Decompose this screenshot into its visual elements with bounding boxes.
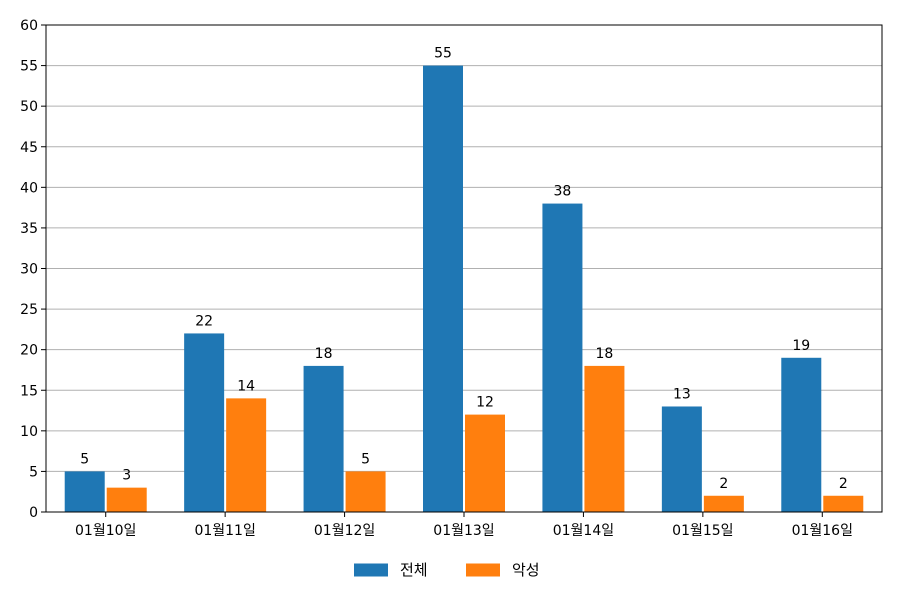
bar-total — [303, 365, 344, 512]
data-label: 38 — [554, 184, 572, 200]
x-tick-label: 01월13일 — [433, 523, 494, 539]
legend-swatch-malicious — [466, 563, 500, 577]
data-label: 2 — [719, 476, 728, 492]
y-tick-label: 60 — [20, 18, 38, 34]
x-tick-label: 01월12일 — [314, 523, 375, 539]
legend-swatch-total — [354, 563, 388, 577]
y-axis: 0 5 10 15 20 25 30 35 40 45 50 55 60 — [20, 18, 46, 521]
data-label: 13 — [673, 386, 691, 402]
bar-malicious — [345, 471, 386, 512]
bar-total — [661, 406, 702, 512]
legend-label: 악성 — [512, 561, 540, 579]
data-label: 55 — [434, 46, 452, 62]
y-tick-label: 30 — [20, 262, 38, 278]
data-label: 14 — [237, 378, 255, 394]
y-tick-label: 15 — [20, 383, 38, 399]
bar-malicious — [106, 487, 147, 512]
y-tick-label: 10 — [20, 424, 38, 440]
data-label: 5 — [80, 451, 89, 467]
x-tick-label: 01월16일 — [792, 523, 853, 539]
data-label: 3 — [122, 468, 131, 484]
bar-malicious — [226, 398, 267, 512]
data-label: 18 — [315, 346, 333, 362]
data-label: 12 — [476, 395, 494, 411]
bar-total — [781, 357, 822, 512]
x-axis: 01월10일 01월11일 01월12일 01월13일 01월14일 01월15일 01월1… — [75, 512, 853, 539]
bar-total — [423, 65, 463, 512]
grid-lines — [46, 65, 882, 472]
data-label: 2 — [839, 476, 848, 492]
bars — [64, 65, 864, 513]
legend: 전체 악성 — [354, 561, 540, 579]
bar-total — [542, 203, 583, 513]
data-label: 22 — [195, 313, 213, 329]
y-tick-label: 45 — [20, 140, 38, 156]
x-tick-label: 01월10일 — [75, 523, 136, 539]
bar-malicious — [584, 365, 625, 512]
bar-malicious — [823, 495, 864, 512]
legend-label: 전체 — [400, 561, 428, 579]
x-tick-label: 01월11일 — [194, 523, 255, 539]
y-tick-label: 55 — [20, 59, 38, 75]
y-tick-label: 5 — [29, 464, 38, 480]
y-tick-label: 25 — [20, 302, 38, 318]
data-label: 19 — [792, 338, 810, 354]
x-tick-label: 01월15일 — [672, 523, 733, 539]
y-tick-label: 40 — [20, 180, 38, 196]
bar-total — [64, 471, 105, 512]
x-tick-label: 01월14일 — [553, 523, 614, 539]
y-tick-label: 35 — [20, 221, 38, 237]
y-tick-label: 50 — [20, 99, 38, 115]
bar-total — [184, 333, 225, 512]
bar-malicious — [703, 495, 744, 512]
data-label: 5 — [361, 451, 370, 467]
bar-malicious — [465, 414, 505, 512]
data-label: 18 — [596, 346, 614, 362]
y-tick-label: 0 — [29, 505, 38, 521]
y-tick-label: 20 — [20, 343, 38, 359]
